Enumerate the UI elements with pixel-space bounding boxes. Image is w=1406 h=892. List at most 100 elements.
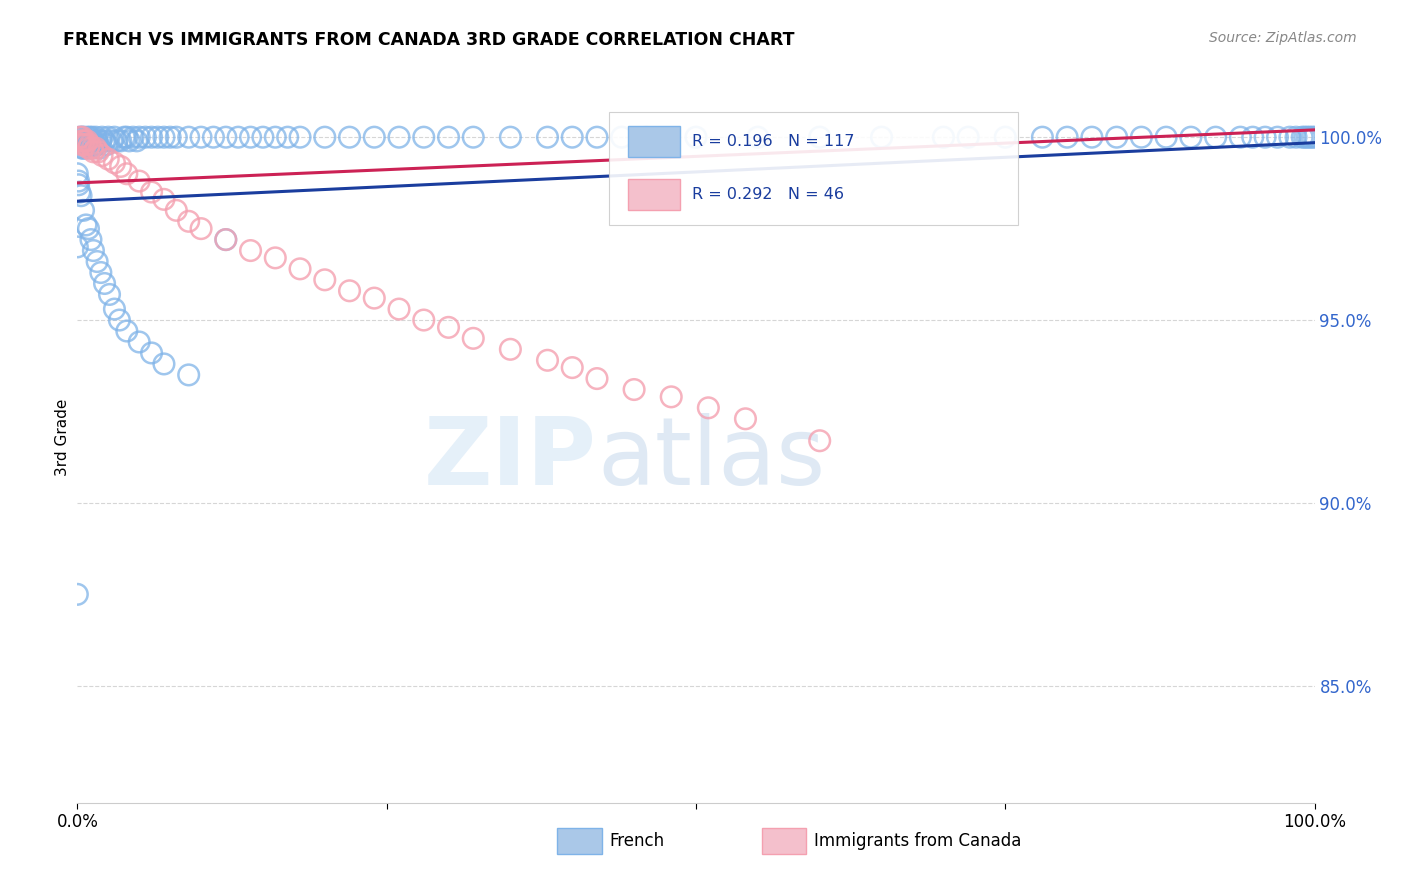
Text: Source: ZipAtlas.com: Source: ZipAtlas.com: [1209, 31, 1357, 45]
Point: [499, 130, 522, 145]
Point: [67, 174, 90, 188]
Point: [84, 130, 107, 145]
Point: [67, 178, 90, 192]
Point: [96, 137, 118, 152]
Point: [82, 244, 104, 258]
Point: [957, 130, 980, 145]
Point: [77, 141, 100, 155]
Point: [239, 130, 262, 145]
Point: [412, 130, 434, 145]
Point: [536, 130, 558, 145]
Point: [86, 254, 108, 268]
Point: [90, 266, 112, 280]
Point: [97, 152, 120, 166]
Point: [586, 130, 609, 145]
Point: [388, 130, 411, 145]
Point: [89, 141, 111, 155]
Point: [1298, 130, 1320, 145]
Point: [697, 401, 720, 415]
Point: [112, 130, 135, 145]
Point: [288, 261, 311, 276]
Point: [146, 130, 169, 145]
Point: [363, 130, 385, 145]
Point: [91, 148, 114, 162]
Point: [463, 331, 485, 345]
Point: [388, 302, 411, 317]
Point: [808, 130, 831, 145]
Point: [82, 141, 104, 155]
Point: [314, 130, 336, 145]
Point: [77, 134, 100, 148]
Point: [314, 273, 336, 287]
Point: [1303, 130, 1326, 145]
Point: [1301, 130, 1323, 145]
Point: [75, 137, 97, 152]
Point: [339, 130, 361, 145]
Point: [264, 251, 287, 265]
Point: [215, 233, 238, 247]
Point: [82, 141, 104, 155]
Point: [69, 130, 91, 145]
Point: [105, 134, 128, 148]
Point: [177, 368, 200, 382]
Point: [115, 324, 138, 338]
Point: [115, 167, 138, 181]
Point: [1180, 130, 1202, 145]
Point: [125, 134, 148, 148]
Point: [1105, 130, 1128, 145]
Point: [70, 188, 93, 202]
Point: [636, 130, 658, 145]
FancyBboxPatch shape: [609, 112, 1018, 225]
Point: [202, 130, 225, 145]
Point: [72, 141, 94, 155]
Point: [141, 185, 163, 199]
Point: [1285, 130, 1308, 145]
Point: [1294, 130, 1316, 145]
Point: [1278, 130, 1301, 145]
Point: [90, 134, 112, 148]
Y-axis label: 3rd Grade: 3rd Grade: [55, 399, 70, 475]
Point: [80, 134, 103, 148]
Point: [412, 313, 434, 327]
Point: [110, 160, 132, 174]
Point: [932, 130, 955, 145]
Point: [98, 287, 121, 301]
Point: [91, 130, 114, 145]
Point: [288, 130, 311, 145]
Text: French: French: [609, 832, 665, 850]
Point: [226, 130, 249, 145]
Point: [93, 277, 115, 291]
Point: [215, 233, 238, 247]
Point: [586, 371, 609, 385]
Text: R = 0.292   N = 46: R = 0.292 N = 46: [692, 187, 844, 202]
Point: [134, 130, 156, 145]
Point: [165, 130, 187, 145]
Point: [76, 141, 98, 155]
Point: [69, 130, 91, 145]
Point: [83, 137, 105, 152]
Point: [437, 130, 460, 145]
Point: [80, 233, 103, 247]
Point: [66, 167, 89, 181]
Point: [190, 130, 212, 145]
FancyBboxPatch shape: [628, 179, 681, 211]
Point: [1031, 130, 1053, 145]
Point: [72, 141, 94, 155]
Point: [1254, 130, 1277, 145]
Point: [1229, 130, 1251, 145]
Point: [141, 346, 163, 360]
Point: [264, 130, 287, 145]
Point: [177, 214, 200, 228]
Point: [128, 334, 150, 349]
Point: [73, 134, 96, 148]
Point: [610, 130, 633, 145]
Point: [82, 134, 104, 148]
Point: [994, 130, 1017, 145]
Point: [76, 134, 98, 148]
Point: [73, 134, 96, 148]
Text: atlas: atlas: [598, 413, 825, 505]
Text: R = 0.196   N = 117: R = 0.196 N = 117: [692, 135, 855, 149]
Point: [86, 134, 108, 148]
Point: [561, 130, 583, 145]
Point: [72, 130, 94, 145]
